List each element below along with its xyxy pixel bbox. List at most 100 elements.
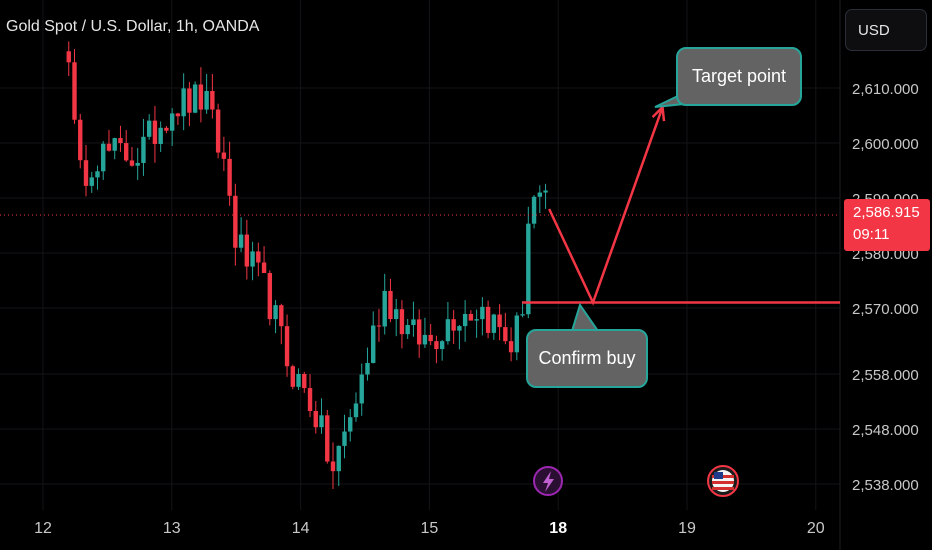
- candle-body: [290, 366, 295, 387]
- candle-body: [175, 113, 181, 117]
- candle-body: [181, 88, 186, 117]
- lightning-icon[interactable]: [533, 466, 563, 496]
- candle-body: [480, 306, 485, 320]
- candle-body: [302, 373, 307, 389]
- current-price-value: 2,586.915: [853, 204, 920, 221]
- candle-body: [273, 305, 278, 320]
- currency-button[interactable]: USD: [845, 9, 927, 51]
- candle-body: [215, 109, 221, 153]
- candle-body: [434, 341, 439, 350]
- candle-body: [520, 314, 525, 316]
- candle-body: [405, 324, 410, 335]
- chart-title: Gold Spot / U.S. Dollar, 1h, OANDA: [6, 18, 260, 35]
- candle-body: [457, 326, 462, 331]
- candle-body: [135, 162, 140, 166]
- candle-body: [359, 374, 364, 404]
- x-axis: 12 13 14 15 18 19 20: [34, 520, 825, 537]
- candle-body: [296, 373, 301, 387]
- projection-line: [548, 106, 664, 306]
- candlestick-series: [66, 41, 548, 489]
- y-tick-label: 2,570.000: [852, 301, 919, 318]
- candle-body: [78, 119, 83, 161]
- candle-body: [279, 305, 284, 327]
- us-flag-icon[interactable]: [707, 465, 739, 497]
- y-tick-label: 2,600.000: [852, 136, 919, 153]
- candle-body: [485, 306, 491, 333]
- candle-body: [325, 415, 330, 462]
- candle-body: [393, 309, 399, 320]
- candle-body: [267, 273, 273, 320]
- y-tick-label: 2,610.000: [852, 81, 919, 98]
- candle-body: [388, 290, 393, 320]
- projection-path: [548, 93, 686, 332]
- candle-body: [371, 325, 376, 363]
- confirm-callout-pointer: [570, 302, 600, 332]
- candle-body: [124, 143, 129, 161]
- candle-body: [244, 234, 250, 267]
- candle-body: [491, 314, 497, 333]
- candle-body: [227, 158, 232, 196]
- candle-body: [250, 251, 255, 267]
- candle-body: [164, 127, 169, 131]
- candle-body: [146, 120, 152, 137]
- candle-body: [411, 319, 416, 325]
- candle-body: [514, 315, 520, 353]
- candle-body: [376, 325, 382, 327]
- candle-body: [319, 415, 324, 428]
- candle-body: [313, 411, 318, 428]
- candle-body: [353, 403, 359, 418]
- candle-body: [348, 417, 353, 432]
- candle-body: [439, 341, 445, 350]
- arrow-head: [651, 104, 666, 122]
- y-tick-label: 2,558.000: [852, 367, 919, 384]
- x-tick-label: 14: [292, 520, 310, 537]
- candle-body: [238, 234, 244, 248]
- candle-body: [72, 62, 77, 120]
- x-tick-label: 19: [678, 520, 696, 537]
- target-point-callout[interactable]: Target point: [676, 47, 802, 106]
- candle-body: [83, 160, 89, 186]
- candle-body: [468, 313, 474, 321]
- candle-body: [307, 388, 313, 412]
- candle-body: [187, 88, 192, 113]
- candle-body: [141, 136, 146, 163]
- candle-body: [112, 138, 117, 151]
- candle-body: [330, 461, 336, 472]
- candle-body: [526, 223, 531, 315]
- candle-body: [428, 334, 433, 342]
- candle-body: [537, 192, 543, 197]
- candle-body: [66, 51, 71, 63]
- candle-body: [210, 91, 215, 110]
- candle-body: [221, 152, 227, 159]
- candle-body: [158, 127, 163, 144]
- candle-body: [192, 84, 198, 113]
- x-tick-label: 12: [34, 520, 52, 537]
- candle-body: [342, 431, 347, 446]
- candle-body: [462, 313, 468, 327]
- candle-body: [382, 290, 387, 327]
- candle-body: [152, 120, 158, 144]
- candle-body: [422, 334, 428, 345]
- y-tick-label: 2,548.000: [852, 422, 919, 439]
- candle-body: [365, 362, 370, 375]
- event-icons[interactable]: [533, 465, 739, 497]
- candle-body: [336, 445, 341, 472]
- x-tick-label: 15: [421, 520, 439, 537]
- candle-body: [531, 196, 537, 224]
- candle-body: [261, 262, 267, 274]
- candle-body: [543, 190, 548, 193]
- x-tick-label: 18: [549, 520, 567, 537]
- candle-body: [497, 314, 502, 328]
- candle-body: [204, 91, 209, 110]
- candle-body: [106, 143, 112, 151]
- bar-countdown: 09:11: [853, 226, 890, 243]
- confirm-buy-callout[interactable]: Confirm buy: [526, 329, 648, 388]
- candle-body: [256, 251, 261, 263]
- candle-body: [129, 160, 135, 166]
- current-price-label: 2,586.915 09:11: [844, 199, 930, 251]
- x-tick-label: 13: [163, 520, 181, 537]
- candle-body: [95, 171, 100, 178]
- candle-body: [451, 319, 456, 331]
- candle-body: [503, 327, 508, 342]
